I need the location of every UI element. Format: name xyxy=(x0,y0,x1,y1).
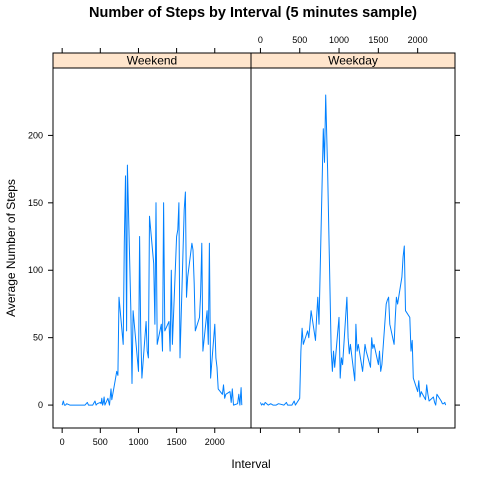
y-tick-label: 200 xyxy=(28,130,43,140)
x-tick-label: 0 xyxy=(60,437,65,447)
panel-strip-label: Weekday xyxy=(328,54,378,68)
panel-frame xyxy=(250,67,456,429)
x-tick-label: 2000 xyxy=(408,35,428,45)
x-tick-label: 500 xyxy=(93,437,108,447)
x-tick-label: 1500 xyxy=(167,437,187,447)
x-tick-label: 500 xyxy=(292,35,307,45)
x-tick-label: 2000 xyxy=(205,437,225,447)
x-tick-label: 1000 xyxy=(329,35,349,45)
panel-strip-label: Weekend xyxy=(127,54,177,68)
x-tick-label: 1000 xyxy=(128,437,148,447)
chart-title: Number of Steps by Interval (5 minutes s… xyxy=(89,5,417,21)
y-axis-label: Average Number of Steps xyxy=(4,179,18,317)
panel-weekend: Weekend 0 500 1000 1500 2000 0 50 100 150 200 xyxy=(28,48,252,447)
y-tick-label: 0 xyxy=(38,400,43,410)
x-tick-label: 0 xyxy=(258,35,263,45)
y-tick-label: 50 xyxy=(33,333,43,343)
y-tick-label: 150 xyxy=(28,198,43,208)
x-axis-label: Interval xyxy=(231,457,270,471)
x-tick-label: 1500 xyxy=(368,35,388,45)
panel-weekday: Weekday 0 500 1000 1500 2000 xyxy=(250,35,460,433)
series-line-weekday xyxy=(259,94,447,406)
y-tick-label: 100 xyxy=(28,265,43,275)
panels: Weekend 0 500 1000 1500 2000 0 50 100 150 200 Weekd… xyxy=(28,35,460,447)
series-line-weekend xyxy=(61,164,243,406)
